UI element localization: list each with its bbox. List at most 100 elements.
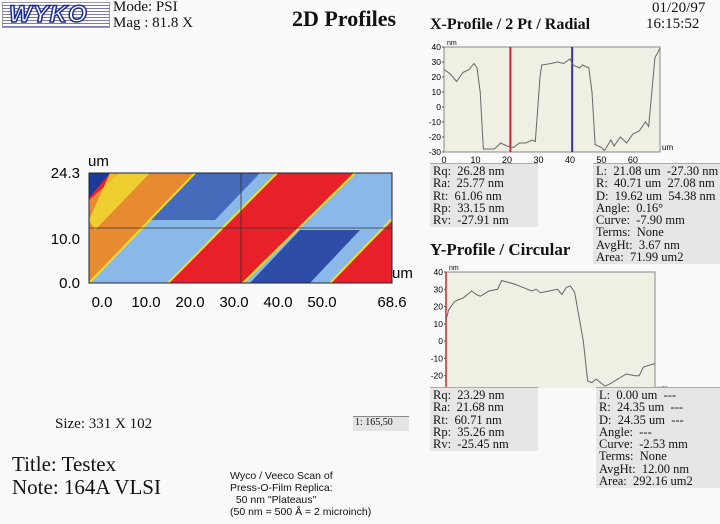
profile-point (456, 81, 457, 82)
profile-point (531, 290, 533, 292)
caption-line: Press-O-Film Replica: (230, 482, 333, 494)
map-stripe-blue-2-dark (250, 230, 360, 283)
y-profile-roughness-stats: Rq: 23.29 nm Ra: 21.68 nm Rt: 60.71 nm Rp: … (430, 387, 538, 452)
y-tick-label: -10 (429, 117, 442, 127)
caption-line: (50 nm = 500 Å = 2 microinch) (230, 506, 372, 518)
profile-point (619, 136, 621, 138)
caption-line: 50 nm "Plateaus" (230, 494, 317, 506)
y-tick-label: 20 (432, 72, 442, 82)
profile-point (643, 366, 644, 368)
map-x-tick: 0.0 (92, 294, 113, 311)
scan-note: Note: 164A VLSI (12, 475, 161, 499)
profile-point (582, 340, 584, 342)
profile-point (654, 57, 656, 58)
map-x-unit: um (392, 265, 413, 282)
map-stripe-blue-1-dark (150, 173, 260, 220)
y-tick-label: 0 (436, 102, 441, 112)
stat-line: Angle: --- (599, 424, 652, 439)
profile-point (448, 309, 449, 311)
x-tick-label: 60 (628, 155, 638, 163)
profile-point (604, 150, 605, 151)
stat-line: Ra: 21.68 nm (433, 400, 504, 415)
mag-label: Mag : 81.8 X (113, 15, 193, 31)
stat-line: Terms: None (599, 449, 667, 464)
profile-point (556, 61, 558, 63)
profile-point (473, 63, 475, 64)
y-tick-label: -20 (431, 371, 444, 381)
x-profile-roughness-stats: Rq: 26.28 nm Ra: 25.77 nm Rt: 61.06 nm Rp: … (430, 163, 538, 228)
profile-point (601, 147, 602, 148)
stat-line: Angle: 0.16° (596, 200, 664, 215)
profile-point (626, 142, 628, 144)
profile-point (648, 126, 650, 127)
profile-point (550, 63, 552, 64)
profile-point (604, 385, 606, 387)
y-tick-label: 10 (432, 87, 442, 97)
stat-line: Rv: -25.45 nm (433, 437, 509, 452)
map-x-tick: 50.0 (307, 294, 336, 311)
x-axis-unit: um (662, 143, 673, 152)
profile-point (497, 288, 498, 290)
profile-point (569, 58, 571, 60)
y-tick-label: 40 (434, 267, 444, 277)
profile-point (613, 145, 615, 147)
profile-point (587, 380, 589, 382)
x-axis-unit: um (657, 384, 668, 388)
profile-point (582, 64, 583, 66)
stat-line: Rv: -27.91 nm (433, 213, 509, 228)
y-axis-unit: nm (449, 265, 459, 272)
map-y-tick: 0.0 (59, 275, 80, 292)
stat-line: D: 19.62 um 54.38 nm (596, 188, 716, 203)
profile-point (659, 48, 661, 49)
stat-line: L: 21.08 um -27.30 nm (596, 164, 719, 178)
profile-point (591, 382, 593, 384)
profile-point (594, 144, 596, 145)
x-tick-label: 40 (565, 155, 575, 163)
x-tick-label: 0 (441, 155, 446, 163)
map-region-corner (89, 173, 110, 198)
y-tick-label: 10 (434, 319, 444, 329)
stat-line: Rq: 26.28 nm (433, 164, 505, 178)
plot-area (443, 46, 661, 153)
y-tick-label: -20 (429, 132, 442, 142)
profile-point (610, 139, 612, 141)
profile-point (578, 67, 580, 69)
profile-point (506, 145, 508, 147)
map-y-unit: um (88, 153, 109, 170)
y-tick-label: 30 (434, 284, 444, 294)
profile-point (570, 285, 571, 287)
y-tick-label: 0 (438, 336, 443, 346)
x-tick-label: 20 (502, 155, 512, 163)
stat-line: Terms: None (596, 225, 664, 240)
mode-label: Mode: PSI (113, 0, 178, 15)
x-profile-title: X-Profile / 2 Pt / Radial (430, 16, 591, 33)
map-y-tick: 24.3 (51, 165, 80, 182)
stat-line: Rq: 23.29 nm (433, 388, 505, 402)
profile-point (634, 375, 636, 377)
logo-text: WYKO (8, 0, 88, 29)
profile-point (539, 76, 541, 78)
profile-point (588, 67, 590, 69)
profile-point (591, 91, 593, 93)
stat-line: AvgHt: 3.67 nm (596, 237, 680, 252)
date-label: 01/20/97 (652, 0, 706, 16)
map-y-tick: 10.0 (51, 231, 80, 248)
stat-line: Rt: 61.06 nm (433, 188, 502, 203)
stat-line: Area: 71.99 um2 (596, 250, 684, 265)
y-profile-title: Y-Profile / Circular (430, 240, 571, 259)
y-tick-label: 30 (432, 57, 442, 67)
profile-point (535, 288, 537, 290)
profile-point (488, 290, 490, 292)
profile-point (445, 320, 447, 321)
profile-point (572, 64, 574, 66)
profile-point (493, 148, 495, 150)
cursor-readout: 1: 165,50 (353, 416, 409, 431)
profile-point (475, 294, 477, 295)
profile-point (519, 142, 520, 144)
x-tick-label: 30 (533, 155, 543, 163)
stat-line: Curve: -2.53 mm (599, 437, 688, 452)
profile-point (625, 373, 627, 375)
scan-caption: Wyco / Veeco Scan of Press-O-Film Replica… (230, 470, 371, 518)
